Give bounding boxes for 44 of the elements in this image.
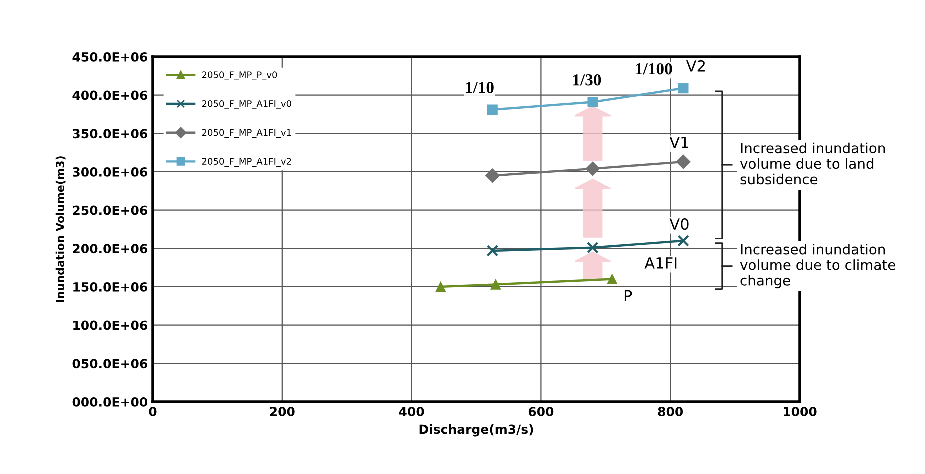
y-tick-label: 050.0E+06 bbox=[72, 359, 148, 369]
annotation: 1/10 bbox=[466, 82, 494, 94]
x-axis-title: Discharge(m3/s) bbox=[420, 424, 534, 437]
point bbox=[486, 245, 499, 257]
point bbox=[490, 279, 502, 290]
x-tick-label: 600 bbox=[528, 407, 554, 417]
point bbox=[586, 162, 600, 176]
annotation: Increased inundation volume due to land subsidence bbox=[740, 142, 886, 185]
point bbox=[678, 83, 689, 94]
legend-label: 2050_F_MP_A1FI_v2 bbox=[202, 158, 292, 167]
annotation: Increased inundation volume due to climate change bbox=[740, 244, 896, 289]
y-tick-label: 300.0E+06 bbox=[73, 167, 148, 177]
point bbox=[587, 242, 599, 254]
point bbox=[485, 168, 500, 184]
x-tick-label: 800 bbox=[658, 407, 684, 417]
x-tick-label: 0 bbox=[149, 407, 157, 417]
y-tick-label: 250.0E+06 bbox=[73, 206, 148, 216]
y-tick-label: 400.0E+06 bbox=[72, 90, 148, 100]
y-tick-label: 350.0E+06 bbox=[73, 129, 148, 139]
x-tick-label: 400 bbox=[399, 407, 424, 417]
legend-label: 2050_F_MP_A1FI_v0 bbox=[202, 100, 292, 110]
point bbox=[607, 274, 618, 285]
annotation: V2 bbox=[686, 60, 705, 72]
y-tick-label: 200.0E+06 bbox=[73, 244, 148, 254]
x-tick-label: 1000 bbox=[784, 407, 817, 417]
y-tick-label: 150.0E+06 bbox=[74, 282, 148, 292]
annotation: 1/100 bbox=[636, 63, 672, 75]
point bbox=[676, 154, 691, 170]
annotation: A1FI bbox=[644, 258, 677, 269]
annotation: 1/30 bbox=[573, 74, 602, 86]
x-tick-label: 200 bbox=[270, 407, 295, 417]
point bbox=[678, 235, 690, 247]
annotation: V0 bbox=[670, 218, 689, 230]
annotation: P bbox=[624, 290, 632, 302]
point bbox=[436, 282, 446, 292]
y-tick-label: 450.0E+06 bbox=[72, 52, 148, 62]
point bbox=[487, 104, 498, 116]
legend-label: 2050_F_MP_P_v0 bbox=[202, 72, 278, 80]
annotation: V1 bbox=[670, 137, 688, 148]
point bbox=[588, 97, 598, 108]
y-tick-label: 100.0E+06 bbox=[74, 320, 148, 330]
y-tick-label: 000.0E+00 bbox=[72, 397, 148, 407]
y-axis-title: Inundation Volume(m3) bbox=[56, 156, 66, 302]
legend-label: 2050_F_MP_A1FI_v1 bbox=[202, 129, 292, 138]
